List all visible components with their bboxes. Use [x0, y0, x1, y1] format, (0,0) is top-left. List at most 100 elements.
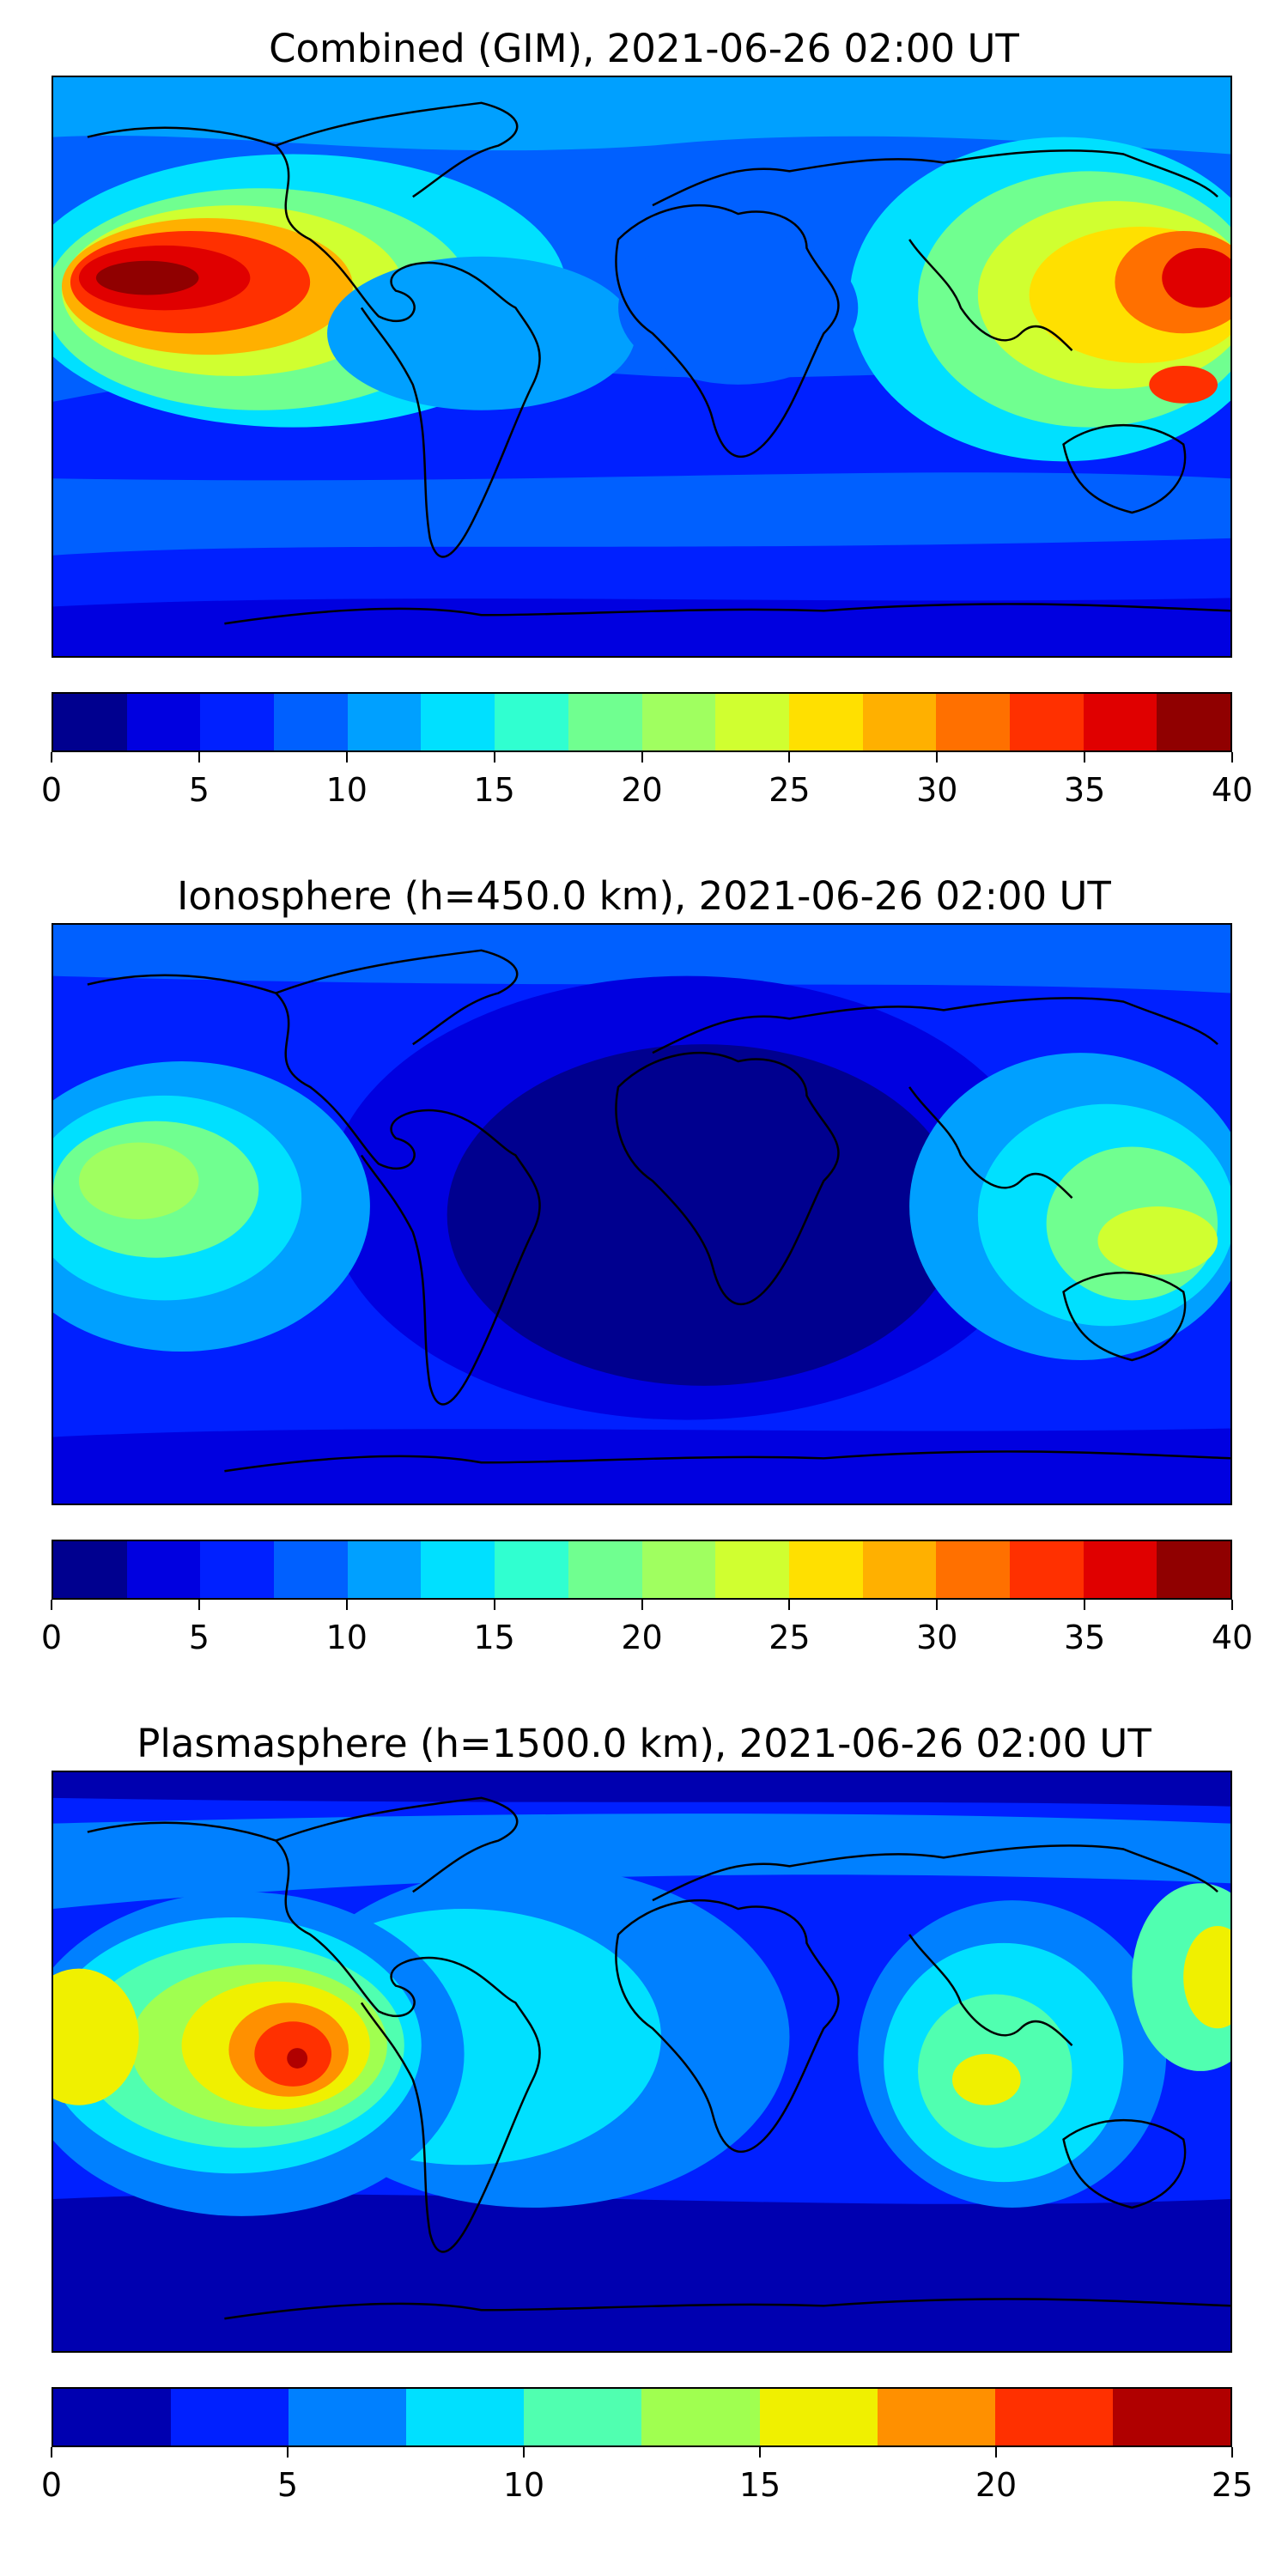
north-america-top [275, 949, 519, 1046]
south-asia-coast [908, 1934, 1073, 2046]
colorbar-tick [523, 2447, 525, 2458]
coastlines [87, 949, 1230, 1473]
east-edge-2 [1183, 1925, 1230, 2029]
pacific-edge-high [53, 1968, 139, 2105]
colorbar-tick-label: 20 [621, 771, 663, 809]
africa-coast [615, 1051, 840, 1305]
colorbar [52, 692, 1232, 752]
colorbar-tick-label: 20 [975, 2466, 1018, 2504]
colorbar-tick [197, 752, 200, 762]
eurasia-coast [652, 997, 1218, 1054]
colorbar-tick [995, 2447, 997, 2458]
colorbar-segment [994, 2389, 1113, 2445]
colorbar-segment [495, 694, 568, 750]
tec-map-ionosphere [53, 925, 1230, 1504]
colorbar-segment [53, 1541, 127, 1598]
colorbar-segment [495, 1541, 568, 1598]
asia-high-6 [1162, 247, 1230, 308]
colorbar-segment [524, 2389, 642, 2445]
colorbar-segment [936, 694, 1010, 750]
south-low [53, 1428, 1230, 1504]
australia-coast [1062, 2118, 1187, 2209]
south-band-2 [53, 598, 1230, 656]
colorbar-tick-label: 15 [738, 2466, 781, 2504]
colorbar-ticks: 0 5 10 15 20 25 [41, 2447, 1253, 2504]
colorbar-tick-label: 10 [325, 771, 368, 809]
tec-map-combined [53, 77, 1230, 656]
colorbar-segment [421, 1541, 495, 1598]
colorbar-segment [759, 2389, 878, 2445]
north-low [53, 1772, 1230, 1807]
colorbar-tick-label: 40 [1211, 771, 1254, 809]
colorbar [52, 1540, 1232, 1600]
colorbar-tick-label: 35 [1063, 1619, 1106, 1656]
asia-high-7 [1149, 366, 1218, 404]
colorbar-tick-label: 0 [40, 771, 63, 809]
colorbar-tick-label: 5 [188, 771, 210, 809]
colorbar-segment [1083, 1541, 1157, 1598]
americas-coast [87, 126, 541, 558]
colorbar-segment [936, 1541, 1010, 1598]
colorbar [52, 2387, 1232, 2447]
colorbar-tick-label: 0 [40, 2466, 63, 2504]
south-asia-coast [908, 239, 1073, 351]
colorbar-segment [347, 694, 422, 750]
colorbar-tick-label: 10 [502, 2466, 545, 2504]
colorbar-ticks: 0 5 10 15 20 25 30 35 40 [41, 752, 1253, 809]
colorbar-segment [1009, 1541, 1084, 1598]
coastlines [87, 101, 1230, 625]
colorbar-segment [862, 694, 937, 750]
panel-title: Ionosphere (h=450.0 km), 2021-06-26 02:0… [177, 873, 1111, 919]
atlantic-mid [327, 256, 636, 410]
colorbar-tick [345, 752, 348, 762]
colorbar-segment [289, 2389, 407, 2445]
australia-coast [1062, 1271, 1187, 1362]
africa-mid [618, 230, 859, 385]
colorbar-tick [1231, 752, 1233, 762]
colorbar-tick [493, 1600, 495, 1610]
colorbar-tick-label: 15 [473, 1619, 515, 1656]
colorbar-segment [641, 694, 716, 750]
colorbar-tick [788, 1600, 791, 1610]
colorbar-tick [493, 752, 495, 762]
colorbar-segment [53, 2389, 172, 2445]
colorbar-tick-label: 25 [769, 1619, 811, 1656]
colorbar-segment [788, 1541, 863, 1598]
colorbar-tick [197, 1600, 200, 1610]
colorbar-segment [421, 694, 495, 750]
north-america-top [275, 1796, 519, 1893]
map-plot [52, 1771, 1232, 2353]
antarctica-coast [224, 1450, 1230, 1473]
colorbar-tick [788, 752, 791, 762]
north-mid-band [53, 1814, 1230, 1910]
colorbar-segment [347, 1541, 422, 1598]
colorbar-tick [936, 1600, 939, 1610]
colorbar-segment [171, 2389, 289, 2445]
colorbar-tick [51, 1600, 52, 1610]
eurasia-coast [652, 1844, 1218, 1902]
colorbar-tick-label: 5 [276, 2466, 299, 2504]
colorbar-segment [126, 1541, 201, 1598]
asia-mid-4 [1097, 1206, 1218, 1275]
colorbar-tick [287, 2447, 289, 2458]
colorbar-segment [862, 1541, 937, 1598]
colorbar-segment [568, 1541, 642, 1598]
colorbar-tick [641, 752, 643, 762]
antarctica-coast [224, 603, 1230, 625]
americas-coast [87, 974, 541, 1406]
colorbar-tick-label: 30 [916, 771, 958, 809]
colorbar-tick-label: 35 [1063, 771, 1106, 809]
colorbar-tick-label: 25 [769, 771, 811, 809]
panel-title: Plasmasphere (h=1500.0 km), 2021-06-26 0… [137, 1721, 1151, 1766]
pacific-mid-4 [78, 1142, 199, 1219]
colorbar-tick-label: 10 [325, 1619, 368, 1656]
colorbar-segment [53, 694, 127, 750]
colorbar-tick-label: 15 [473, 771, 515, 809]
africa-coast [615, 1899, 840, 2153]
south-low [53, 2194, 1230, 2351]
australia-coast [1062, 423, 1187, 514]
tec-map-plasmasphere [53, 1772, 1230, 2351]
colorbar-tick-label: 20 [621, 1619, 663, 1656]
colorbar-segment [1112, 2389, 1230, 2445]
map-plot [52, 76, 1232, 658]
